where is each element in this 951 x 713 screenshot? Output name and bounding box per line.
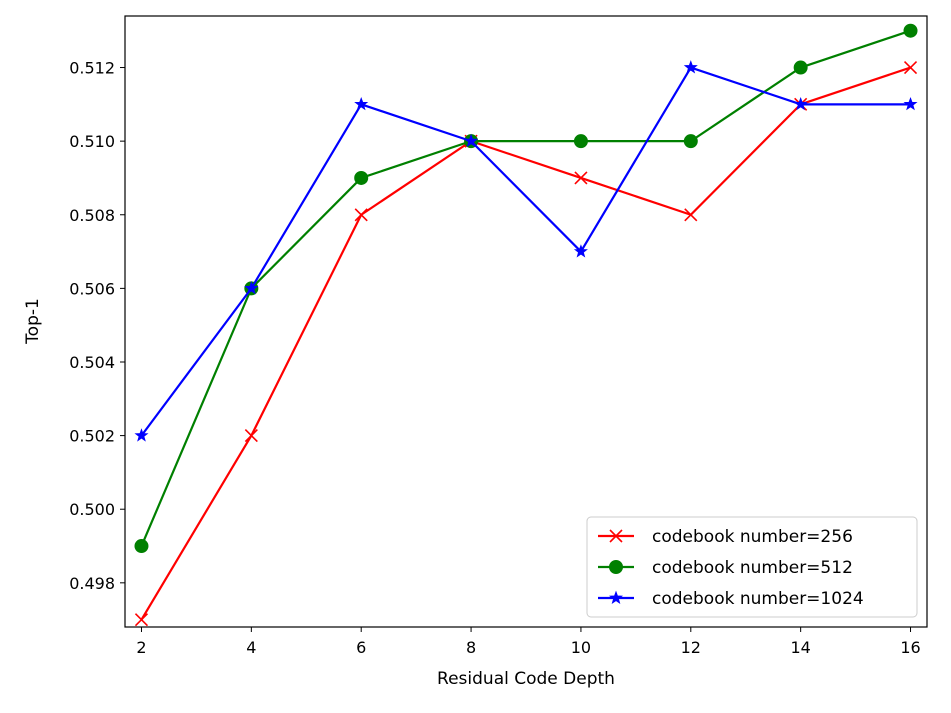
legend-label: codebook number=1024 [652, 589, 864, 609]
x-tick-label: 2 [136, 638, 146, 657]
data-point [683, 60, 698, 74]
data-point [573, 244, 588, 258]
y-tick-label: 0.498 [69, 574, 115, 593]
legend-label: codebook number=256 [652, 527, 853, 547]
legend-marker [609, 529, 623, 543]
y-tick-label: 0.504 [69, 353, 115, 372]
legend-box [586, 516, 918, 618]
x-tick-label: 8 [466, 638, 476, 657]
x-tick-label: 10 [571, 638, 591, 657]
series-layer [134, 23, 918, 627]
x-tick-label: 14 [790, 638, 810, 657]
data-point [684, 208, 698, 222]
y-tick-label: 0.502 [69, 427, 115, 446]
legend-marker [609, 560, 623, 574]
data-point [793, 96, 808, 111]
x-tick-label: 16 [900, 638, 920, 657]
x-tick-label: 6 [356, 638, 366, 657]
data-point [134, 539, 149, 554]
y-tick-label: 0.510 [69, 132, 115, 151]
axes-layer [124, 15, 928, 628]
data-point [354, 170, 369, 185]
data-point [903, 60, 918, 75]
data-point [134, 613, 149, 627]
data-point [574, 171, 588, 185]
legend-label: codebook number=512 [652, 558, 853, 578]
data-point [244, 280, 259, 295]
data-point [134, 428, 149, 442]
data-point [793, 60, 808, 75]
series-line-1 [140, 29, 911, 547]
data-point [683, 134, 698, 149]
data-point [354, 96, 369, 111]
data-point [244, 429, 258, 443]
series-line-2 [140, 66, 911, 437]
plot-frame [124, 15, 928, 628]
data-point [464, 133, 479, 148]
data-point [903, 23, 918, 38]
x-tick-label: 12 [681, 638, 701, 657]
y-tick-label: 0.508 [69, 206, 115, 225]
y-tick-label: 0.512 [69, 59, 115, 78]
legend-marker [608, 590, 624, 604]
y-tick-label: 0.500 [69, 500, 115, 519]
data-point [354, 208, 368, 222]
data-point [573, 134, 588, 149]
x-axis-label: Residual Code Depth [437, 669, 615, 689]
x-tick-label: 4 [246, 638, 256, 657]
legend: codebook number=256 codebook number=512 co… [586, 516, 918, 618]
y-axis-ticks: 0.498 0.500 0.502 0.504 0.506 0.508 0.510 0.512 [69, 59, 125, 593]
series-line-0 [140, 66, 911, 621]
data-point [903, 96, 918, 111]
y-axis-label: Top-1 [23, 298, 43, 345]
y-tick-label: 0.506 [69, 279, 115, 298]
x-axis-ticks: 2 4 6 8 10 12 14 16 [136, 627, 921, 657]
